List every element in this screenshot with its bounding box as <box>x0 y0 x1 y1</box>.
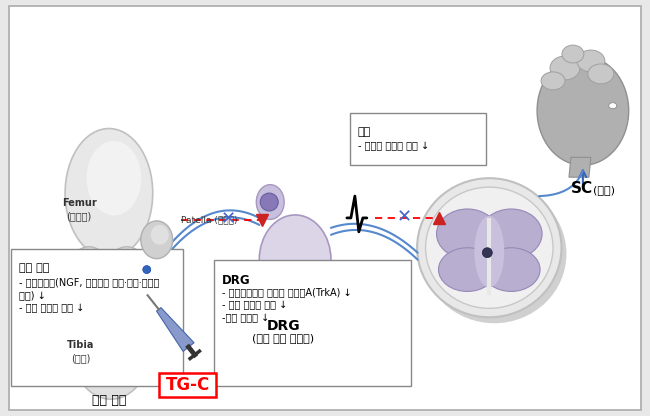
Text: DRG: DRG <box>222 274 250 287</box>
Ellipse shape <box>417 178 562 317</box>
Ellipse shape <box>537 56 629 165</box>
Text: 관여) ↓: 관여) ↓ <box>19 290 46 300</box>
Ellipse shape <box>117 249 141 277</box>
Text: - 통증 매개체 발현 ↓: - 통증 매개체 발현 ↓ <box>19 303 84 313</box>
FancyBboxPatch shape <box>11 249 183 386</box>
Text: (척수): (척수) <box>593 185 615 195</box>
Circle shape <box>482 248 492 258</box>
Text: - 통증 매개체 발현 ↓: - 통증 매개체 발현 ↓ <box>222 300 287 310</box>
Ellipse shape <box>91 305 143 369</box>
Circle shape <box>143 265 151 274</box>
Ellipse shape <box>550 56 580 80</box>
Text: - 자극성 시냅스 전달 ↓: - 자극성 시냅스 전달 ↓ <box>358 141 429 151</box>
Ellipse shape <box>141 221 173 259</box>
Ellipse shape <box>151 225 168 245</box>
Ellipse shape <box>482 248 540 292</box>
Polygon shape <box>569 157 591 177</box>
Text: 무륨 관절: 무륨 관절 <box>19 263 49 273</box>
Text: - 신경성인자(NGF, 신경세포 유지·증식·생존에: - 신경성인자(NGF, 신경세포 유지·증식·생존에 <box>19 277 159 287</box>
Text: 철수: 철수 <box>358 127 370 137</box>
Text: Femur: Femur <box>62 198 96 208</box>
Ellipse shape <box>577 50 605 72</box>
Text: Tibia: Tibia <box>68 340 95 350</box>
Ellipse shape <box>259 215 331 305</box>
Ellipse shape <box>609 103 617 109</box>
Ellipse shape <box>86 141 141 215</box>
Ellipse shape <box>256 185 284 219</box>
FancyBboxPatch shape <box>350 113 486 165</box>
Text: TG-C: TG-C <box>166 376 210 394</box>
Text: (표적 후근 신경절): (표적 후근 신경절) <box>252 333 314 343</box>
Text: ✕: ✕ <box>221 210 236 228</box>
Ellipse shape <box>108 247 146 288</box>
Ellipse shape <box>437 209 499 259</box>
Polygon shape <box>157 307 194 352</box>
Text: (경골): (경골) <box>72 353 91 363</box>
Ellipse shape <box>71 295 151 399</box>
FancyBboxPatch shape <box>214 260 411 386</box>
Ellipse shape <box>74 277 148 298</box>
Text: - 트로포미오신 수용체 키나젞A(TrkA) ↓: - 트로포미오신 수용체 키나젞A(TrkA) ↓ <box>222 287 351 297</box>
Text: (대퇴골): (대퇴골) <box>66 211 92 221</box>
Ellipse shape <box>541 72 565 90</box>
Ellipse shape <box>588 64 614 84</box>
Text: ✕: ✕ <box>397 208 412 226</box>
FancyBboxPatch shape <box>9 6 641 410</box>
Ellipse shape <box>480 209 542 259</box>
Ellipse shape <box>426 187 553 308</box>
Ellipse shape <box>79 249 103 277</box>
FancyBboxPatch shape <box>159 373 216 397</box>
Ellipse shape <box>562 45 584 63</box>
Text: Patella (슬개골): Patella (슬개골) <box>181 215 237 224</box>
Ellipse shape <box>474 216 504 287</box>
Text: 무릎 관절: 무릎 관절 <box>92 394 126 407</box>
Ellipse shape <box>65 129 153 258</box>
Ellipse shape <box>422 184 566 323</box>
Ellipse shape <box>70 247 108 288</box>
Text: -신경 과민성 ↓: -신경 과민성 ↓ <box>222 313 269 323</box>
Text: SC: SC <box>571 181 593 196</box>
Text: DRG: DRG <box>266 319 300 333</box>
Circle shape <box>260 193 278 211</box>
Ellipse shape <box>439 248 496 292</box>
